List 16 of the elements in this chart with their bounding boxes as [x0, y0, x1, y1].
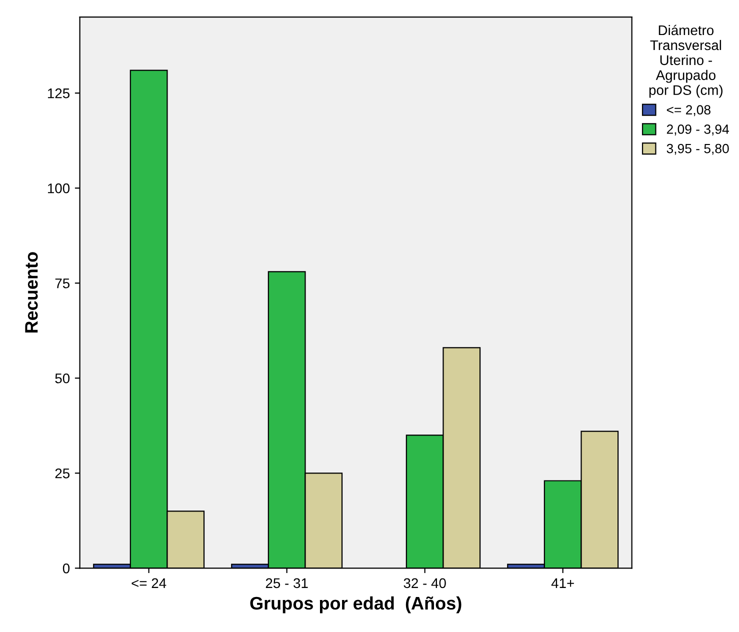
x-tick-label: 32 - 40	[404, 578, 446, 588]
y-tick-label: 50	[55, 373, 70, 384]
y-tick-label: 75	[55, 278, 70, 288]
legend-title: Diámetro Transversal Uterino - Agrupado por DS (cm)	[649, 24, 722, 98]
y-tick-label: 125	[48, 88, 70, 98]
legend-label: 3,95 - 5,80	[666, 144, 729, 155]
x-tick-label: <= 24	[132, 578, 166, 588]
legend-label: <= 2,08	[666, 105, 710, 116]
x-tick-label: 41+	[551, 578, 574, 588]
y-tick-label: 0	[62, 564, 70, 574]
x-tick-label: 25 - 31	[266, 578, 308, 588]
legend-label: 2,09 - 3,94	[666, 124, 729, 136]
x-axis-title: Grupos por edad (Años)	[250, 596, 462, 614]
y-tick-label: 25	[55, 468, 70, 478]
y-tick-label: 100	[48, 183, 70, 194]
y-axis-title: Recuento	[25, 252, 38, 333]
